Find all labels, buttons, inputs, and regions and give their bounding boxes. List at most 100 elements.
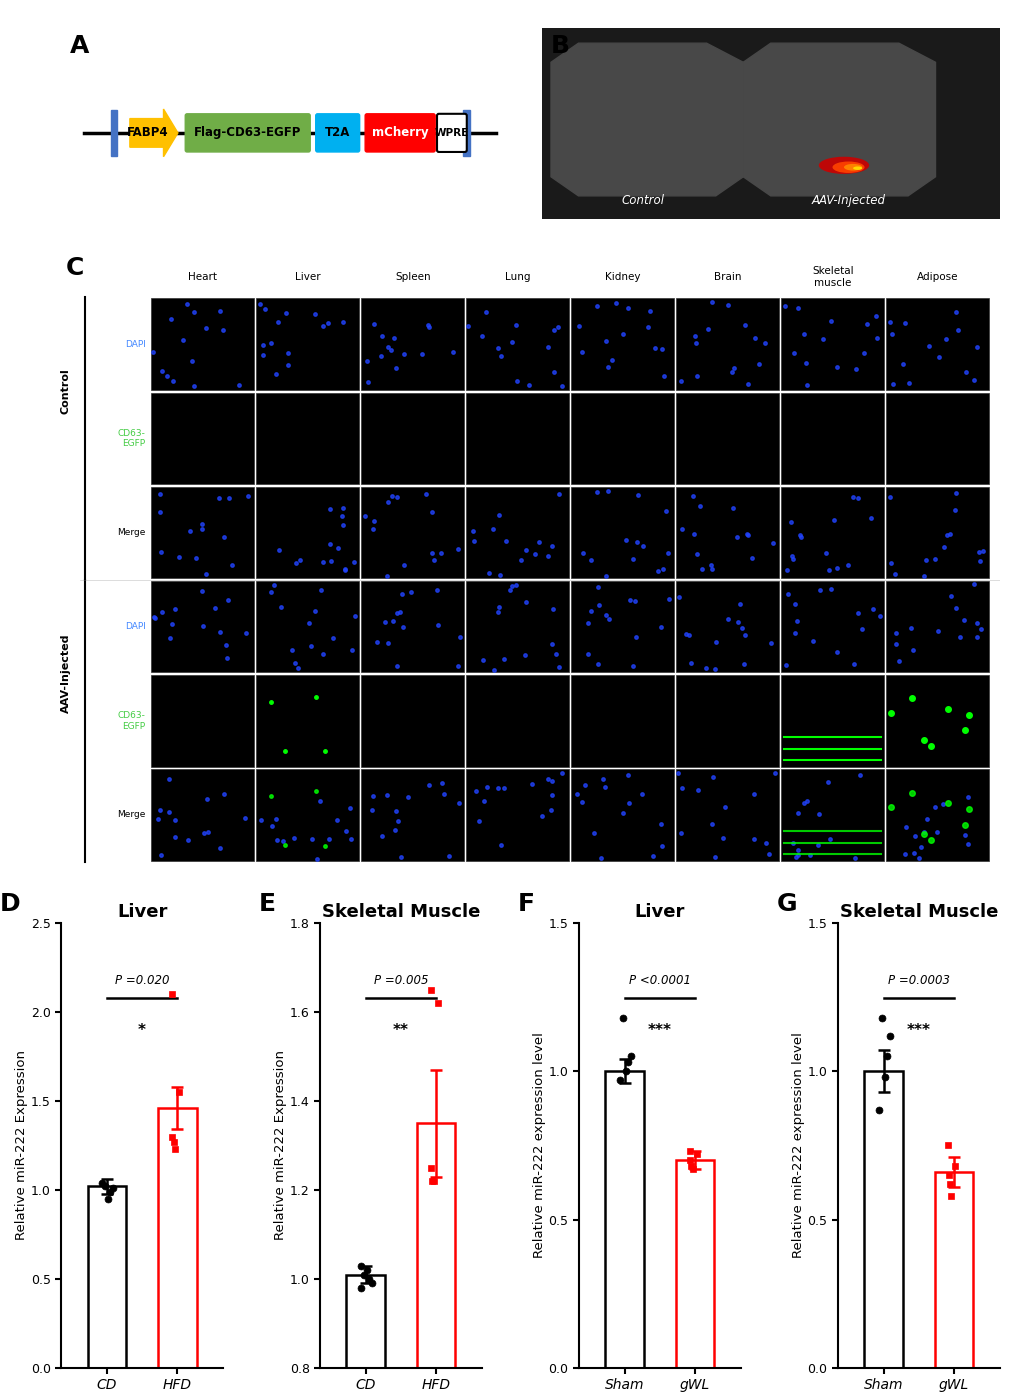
Text: D: D — [0, 892, 20, 916]
Text: Flag-CD63-EGFP: Flag-CD63-EGFP — [194, 127, 302, 140]
Bar — [151, 392, 254, 484]
Polygon shape — [743, 43, 934, 195]
Text: C: C — [66, 255, 85, 279]
Bar — [151, 299, 254, 389]
Ellipse shape — [843, 163, 861, 170]
Text: E: E — [259, 892, 275, 916]
Bar — [886, 676, 988, 766]
Bar — [417, 1124, 455, 1396]
Text: Merge: Merge — [117, 811, 146, 819]
Bar — [88, 1187, 126, 1368]
Bar — [933, 1173, 972, 1368]
Text: AAV-Injected: AAV-Injected — [61, 634, 71, 713]
Text: CD63-
EGFP: CD63- EGFP — [117, 711, 146, 730]
Bar — [466, 392, 569, 484]
Bar — [886, 769, 988, 861]
Title: Liver: Liver — [634, 903, 685, 921]
Y-axis label: Relative miR-222 Expression: Relative miR-222 Expression — [15, 1050, 28, 1241]
Ellipse shape — [852, 166, 861, 170]
Text: Control: Control — [61, 369, 71, 415]
Bar — [676, 676, 779, 766]
Bar — [781, 487, 883, 578]
Bar — [886, 487, 988, 578]
Text: Heart: Heart — [189, 272, 217, 282]
Bar — [781, 299, 883, 389]
Bar — [571, 769, 674, 861]
Bar — [863, 1071, 902, 1368]
Text: DAPI: DAPI — [124, 623, 146, 631]
Bar — [256, 676, 359, 766]
Bar — [781, 676, 883, 766]
Bar — [571, 299, 674, 389]
Title: Skeletal Muscle: Skeletal Muscle — [839, 903, 997, 921]
Bar — [604, 1071, 643, 1368]
Text: ***: *** — [647, 1023, 672, 1039]
Bar — [571, 676, 674, 766]
Bar — [361, 392, 464, 484]
Bar — [886, 299, 988, 389]
Text: Adipose: Adipose — [916, 272, 958, 282]
Text: Merge: Merge — [117, 528, 146, 537]
Bar — [256, 581, 359, 673]
Bar — [151, 676, 254, 766]
Bar — [466, 676, 569, 766]
Text: *: * — [138, 1023, 146, 1039]
Bar — [886, 581, 988, 673]
Bar — [361, 487, 464, 578]
Text: Control: Control — [621, 194, 663, 208]
Bar — [256, 487, 359, 578]
Text: FABP4: FABP4 — [127, 127, 169, 140]
Bar — [463, 110, 469, 156]
Bar — [361, 581, 464, 673]
Bar — [151, 769, 254, 861]
FancyBboxPatch shape — [316, 114, 360, 152]
Bar — [676, 392, 779, 484]
Bar — [466, 487, 569, 578]
Text: CD63-
EGFP: CD63- EGFP — [117, 429, 146, 448]
Bar — [256, 299, 359, 389]
Y-axis label: Relative miR-222 Expression: Relative miR-222 Expression — [274, 1050, 286, 1241]
Text: B: B — [550, 34, 570, 57]
Bar — [571, 581, 674, 673]
Bar — [676, 769, 779, 861]
Text: Spleen: Spleen — [394, 272, 430, 282]
Bar — [781, 392, 883, 484]
Bar — [151, 581, 254, 673]
Bar — [361, 299, 464, 389]
Bar — [886, 392, 988, 484]
Y-axis label: Relative miR-222 expression level: Relative miR-222 expression level — [532, 1033, 545, 1258]
Text: DAPI: DAPI — [124, 339, 146, 349]
FancyBboxPatch shape — [436, 114, 467, 152]
Text: mCherry: mCherry — [372, 127, 428, 140]
Text: P =0.0003: P =0.0003 — [887, 974, 949, 987]
Bar — [361, 769, 464, 861]
Bar — [256, 769, 359, 861]
Bar — [676, 487, 779, 578]
Text: T2A: T2A — [325, 127, 351, 140]
Text: **: ** — [392, 1023, 409, 1039]
Bar — [676, 581, 779, 673]
Bar — [571, 487, 674, 578]
Bar — [158, 1108, 197, 1368]
Text: Liver: Liver — [294, 272, 320, 282]
Text: P =0.005: P =0.005 — [373, 974, 428, 987]
Text: Lung: Lung — [504, 272, 530, 282]
Text: Kidney: Kidney — [604, 272, 640, 282]
Title: Liver: Liver — [117, 903, 167, 921]
Y-axis label: Relative miR-222 expression level: Relative miR-222 expression level — [791, 1033, 804, 1258]
Text: Brain: Brain — [713, 272, 741, 282]
Text: ***: *** — [906, 1023, 929, 1039]
Text: Skeletal
muscle: Skeletal muscle — [811, 267, 853, 288]
Title: Skeletal Muscle: Skeletal Muscle — [321, 903, 480, 921]
Bar — [110, 110, 117, 156]
Text: AAV-Injected: AAV-Injected — [811, 194, 884, 208]
Bar — [781, 581, 883, 673]
Bar — [361, 676, 464, 766]
Bar — [151, 487, 254, 578]
Bar — [466, 581, 569, 673]
Text: P =0.020: P =0.020 — [115, 974, 169, 987]
Bar — [256, 392, 359, 484]
FancyBboxPatch shape — [365, 114, 435, 152]
Text: P <0.0001: P <0.0001 — [629, 974, 690, 987]
Text: G: G — [775, 892, 796, 916]
